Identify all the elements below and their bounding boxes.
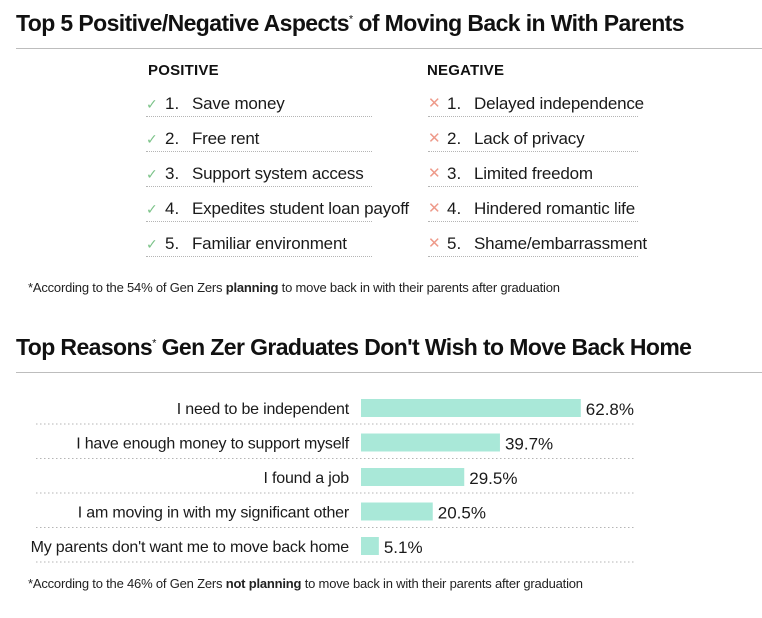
section2-footnote: *According to the 46% of Gen Zers not pl… bbox=[28, 576, 583, 591]
check-icon: ✓ bbox=[146, 166, 158, 182]
positive-item: ✓ 5. Familiar environment bbox=[146, 232, 372, 257]
check-icon: ✓ bbox=[146, 236, 158, 252]
negative-item: ✕ 4. Hindered romantic life bbox=[428, 197, 638, 222]
title-footnote-mark: * bbox=[152, 337, 156, 350]
cross-icon: ✕ bbox=[428, 235, 441, 252]
negative-heading: NEGATIVE bbox=[427, 62, 505, 79]
category-label: I need to be independent bbox=[177, 401, 350, 418]
positive-item: ✓ 1. Save money bbox=[146, 92, 372, 117]
negative-item: ✕ 1. Delayed independence bbox=[428, 92, 644, 117]
bar bbox=[361, 433, 500, 452]
check-icon: ✓ bbox=[146, 131, 158, 147]
title-footnote-mark: * bbox=[348, 13, 353, 26]
cross-icon: ✕ bbox=[428, 95, 441, 112]
cross-icon: ✕ bbox=[428, 165, 441, 182]
section2-title: Top Reasons* Gen Zer Graduates Don't Wis… bbox=[16, 334, 692, 360]
category-label: My parents don't want me to move back ho… bbox=[31, 539, 350, 556]
bar bbox=[361, 502, 433, 521]
cross-icon: ✕ bbox=[428, 200, 441, 217]
cross-icon: ✕ bbox=[428, 130, 441, 147]
negative-item: ✕ 2. Lack of privacy bbox=[428, 127, 638, 152]
negative-item: ✕ 3. Limited freedom bbox=[428, 162, 638, 187]
value-label: 29.5% bbox=[469, 469, 517, 488]
positive-heading: POSITIVE bbox=[148, 62, 219, 79]
section1-title: Top 5 Positive/Negative Aspects* of Movi… bbox=[16, 10, 685, 36]
category-label: I have enough money to support myself bbox=[76, 436, 350, 453]
bar bbox=[361, 399, 581, 417]
category-label: I found a job bbox=[264, 470, 350, 487]
positive-item: ✓ 2. Free rent bbox=[146, 127, 372, 152]
positive-item: ✓ 3. Support system access bbox=[146, 162, 372, 187]
check-icon: ✓ bbox=[146, 201, 158, 217]
negative-item: ✕ 5. Shame/embarrassment bbox=[428, 232, 647, 257]
title-divider bbox=[16, 372, 762, 373]
check-icon: ✓ bbox=[146, 96, 158, 112]
bar bbox=[361, 468, 465, 486]
category-label: I am moving in with my significant other bbox=[78, 505, 350, 522]
positive-item: ✓ 4. Expedites student loan payoff bbox=[146, 197, 409, 222]
value-label: 20.5% bbox=[438, 504, 486, 523]
section1-footnote: *According to the 54% of Gen Zers planni… bbox=[28, 280, 560, 295]
value-label: 62.8% bbox=[586, 400, 634, 419]
bar bbox=[361, 537, 379, 555]
title-divider bbox=[16, 48, 762, 49]
value-label: 5.1% bbox=[384, 538, 423, 557]
reasons-bar-chart: I need to be independent 62.8% I have enou… bbox=[31, 399, 636, 563]
value-label: 39.7% bbox=[505, 435, 553, 454]
